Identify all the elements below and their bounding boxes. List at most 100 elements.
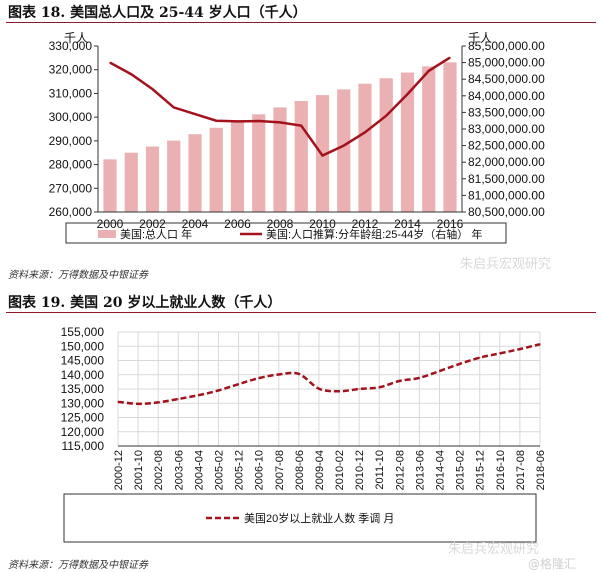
axes: 115,000120,000125,000130,000135,000140,0… — [61, 325, 547, 490]
left-tick-label: 310,000 — [49, 86, 93, 100]
x-tick-label: 2010-12 — [354, 450, 366, 490]
right-tick-label: 85,500,000.00 — [468, 39, 545, 53]
y-tick-label: 115,000 — [62, 439, 105, 453]
figure19-watermark: 朱启兵宏观研究 — [448, 542, 540, 557]
x-tick-label: 2016 — [437, 217, 464, 231]
line-point-2011 — [343, 145, 345, 147]
figure18-watermark: 朱启兵宏观研究 — [460, 257, 552, 272]
line-point-2007 — [258, 120, 260, 122]
data-point-2014-04 — [438, 370, 441, 372]
x-tick-label: 2007-08 — [274, 450, 286, 490]
x-tick-label: 2018-06 — [535, 450, 547, 490]
x-tick-label: 2012 — [352, 217, 379, 231]
y-tick-label: 150,000 — [61, 339, 105, 353]
line-point-2013 — [385, 115, 387, 117]
figure18-source: 资料来源：万得数据及中银证券 — [8, 270, 148, 281]
legend: 美国20岁以上就业人数 季调 月 — [63, 493, 537, 543]
data-point-2009-04 — [318, 388, 320, 390]
data-point-2018-06 — [539, 343, 541, 345]
data-point-2010-02 — [338, 390, 340, 392]
figure19-chart: 115,000120,000125,000130,000135,000140,0… — [61, 325, 547, 543]
bar-2011 — [337, 89, 351, 212]
data-point-2000-12 — [117, 401, 119, 403]
right-tick-label: 84,000,000.00 — [468, 89, 545, 103]
x-tick-label: 2010 — [309, 217, 336, 231]
x-tick-label: 2001-10 — [133, 450, 145, 490]
y-tick-label: 145,000 — [61, 354, 105, 368]
data-point-2015-12 — [479, 357, 481, 359]
y-tick-label: 120,000 — [61, 425, 105, 439]
legend-line-label: 美国20岁以上就业人数 季调 月 — [244, 511, 394, 525]
figure18-title: 图表 18. 美国总人口及 25-44 岁人口（千人） — [8, 5, 307, 21]
legend-line-label: 美国:人口推算:分年龄组:25-44岁（右轴） 年 — [266, 227, 482, 241]
line-point-2008 — [279, 121, 281, 123]
left-tick-label: 260,000 — [49, 205, 93, 219]
bar-2015 — [422, 66, 436, 212]
bar-2016 — [443, 62, 457, 213]
data-point-2015-02 — [459, 363, 461, 365]
right-tick-label: 82,500,000.00 — [468, 139, 545, 153]
x-tick-label: 2006-10 — [254, 450, 266, 490]
line-point-2001 — [130, 73, 132, 75]
legend: 美国:总人口 年 美国:人口推算:分年龄组:25-44岁（右轴） 年 — [65, 222, 507, 244]
x-tick-label: 2004-04 — [193, 450, 205, 490]
line-point-2016 — [449, 57, 451, 59]
x-tick-label: 2013-06 — [414, 450, 426, 490]
bar-2000 — [103, 159, 117, 212]
y-tick-label: 125,000 — [61, 411, 105, 425]
right-tick-label: 82,000,000.00 — [468, 155, 545, 169]
x-tick-label: 2008-06 — [294, 450, 306, 490]
left-tick-label: 270,000 — [49, 181, 93, 195]
x-tick-label: 2003-06 — [173, 450, 185, 490]
data-point-2003-06 — [177, 398, 179, 400]
line-point-2006 — [236, 120, 239, 122]
bar-2012 — [358, 83, 372, 212]
x-tick-label: 2010-02 — [334, 450, 346, 490]
line-point-2009 — [300, 125, 302, 127]
figure19-watermark2: @格隆汇 — [528, 557, 577, 571]
legend-box — [65, 222, 507, 244]
data-point-2006-10 — [258, 377, 260, 379]
x-tick-label: 2004 — [182, 217, 209, 231]
x-tick-label: 2005-02 — [213, 450, 225, 490]
figure18-header: 图表 18. 美国总人口及 25-44 岁人口（千人） — [6, 0, 596, 23]
line-point-2012 — [364, 131, 366, 133]
data-point-2017-08 — [519, 348, 521, 350]
data-point-2001-10 — [137, 403, 139, 405]
x-tick-label: 2017-08 — [515, 450, 527, 490]
gridlines — [117, 331, 541, 447]
y-tick-label: 155,000 — [61, 325, 105, 339]
bar-2008 — [273, 107, 287, 212]
data-point-2005-02 — [217, 389, 220, 392]
x-tick-label: 2014-04 — [435, 450, 447, 490]
x-tick-label: 2000-12 — [113, 450, 125, 490]
legend-bar-swatch — [98, 230, 116, 238]
line-point-2015 — [428, 70, 430, 72]
x-tick-label: 2015-12 — [475, 450, 487, 490]
right-tick-label: 85,000,000.00 — [468, 56, 545, 70]
left-tick-label: 300,000 — [49, 110, 93, 124]
data-point-2007-08 — [278, 373, 280, 376]
left-tick-label: 330,000 — [49, 39, 93, 53]
y-tick-label: 130,000 — [61, 396, 105, 410]
bar-2004 — [188, 134, 202, 212]
line-point-2004 — [194, 113, 196, 115]
data-point-2010-12 — [358, 388, 360, 390]
line-point-2014 — [406, 93, 409, 95]
data-point-2004-04 — [197, 394, 199, 396]
x-tick-label: 2002 — [139, 217, 166, 231]
right-axis-unit: 千人 — [468, 31, 492, 45]
x-tick-label: 2005-12 — [234, 450, 246, 490]
data-point-2008-06 — [298, 373, 300, 375]
x-tick-label: 2016-10 — [495, 450, 507, 490]
legend-box — [63, 493, 537, 543]
data-point-2016-10 — [499, 352, 501, 354]
bar-2006 — [230, 120, 245, 212]
left-axis-unit: 千人 — [64, 31, 88, 45]
figure19-title: 图表 19. 美国 20 岁以上就业人数（千人） — [8, 295, 282, 311]
data-point-2012-08 — [398, 380, 400, 382]
right-tick-label: 81,000,000.00 — [468, 188, 545, 202]
data-point-2011-10 — [378, 386, 380, 388]
right-tick-label: 84,500,000.00 — [468, 72, 545, 86]
line-series-employment — [117, 343, 541, 406]
